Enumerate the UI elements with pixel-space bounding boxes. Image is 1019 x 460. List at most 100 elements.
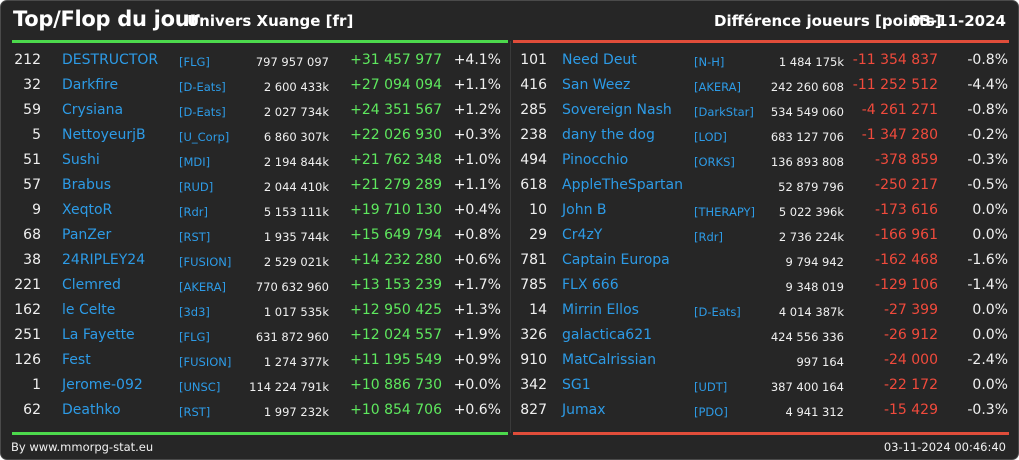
table-row: 1 Jerome-092 [UNSC] 114 224 791k +10 886 730… (1, 373, 509, 398)
player-name-link[interactable]: Crysiana (62, 102, 124, 118)
player-rank: 32 (23, 77, 41, 93)
alliance-tag-link[interactable]: [N-H] (694, 55, 725, 69)
player-name-link[interactable]: dany the dog (562, 127, 655, 143)
player-name-link[interactable]: Deathko (62, 402, 121, 418)
player-name-link[interactable]: DESTRUCTOR (62, 52, 159, 68)
points-difference: -27 399 (883, 302, 938, 318)
player-name-link[interactable]: Jerome-092 (62, 377, 143, 393)
player-rank: 785 (520, 277, 547, 293)
alliance-tag-link[interactable]: [RST] (179, 230, 211, 244)
alliance-tag-link[interactable]: [D-Eats] (179, 80, 226, 94)
player-name-link[interactable]: Mirrin Ellos (562, 302, 639, 318)
alliance-tag-link[interactable]: [LOD] (694, 130, 727, 144)
player-name-link[interactable]: San Weez (562, 77, 631, 93)
player-points: 4 941 312 (785, 405, 844, 419)
player-name-link[interactable]: Fest (62, 352, 91, 368)
player-rank: 618 (520, 177, 547, 193)
player-name-link[interactable]: galactica621 (562, 327, 653, 343)
player-name-link[interactable]: Sovereign Nash (562, 102, 672, 118)
player-name-link[interactable]: SG1 (562, 377, 591, 393)
alliance-tag-link[interactable]: [RST] (179, 405, 211, 419)
alliance-tag-link[interactable]: [D-Eats] (694, 305, 741, 319)
flop-footer-bar (513, 432, 1009, 435)
player-rank: 827 (520, 402, 547, 418)
player-name-link[interactable]: Pinocchio (562, 152, 629, 168)
player-rank: 494 (520, 152, 547, 168)
alliance-tag-link[interactable]: [U_Corp] (179, 130, 230, 144)
player-name-link[interactable]: Clemred (62, 277, 121, 293)
alliance-tag-link[interactable]: [UDT] (694, 380, 728, 394)
player-name-link[interactable]: PanZer (62, 227, 112, 243)
points-difference: -162 468 (875, 252, 938, 268)
player-points: 770 632 960 (255, 280, 329, 294)
alliance-tag-link[interactable]: [AKERA] (694, 80, 742, 94)
player-name-link[interactable]: Jumax (562, 402, 606, 418)
player-name-link[interactable]: Brabus (62, 177, 111, 193)
player-name-link[interactable]: Need Deut (562, 52, 637, 68)
table-row: 10 John B [THERAPY] 5 022 396k -173 616 0.0% (512, 198, 1017, 223)
percent-change: 0.0% (972, 302, 1008, 318)
player-name-link[interactable]: Cr4zY (562, 227, 603, 243)
alliance-tag-link[interactable]: [ORKS] (694, 155, 735, 169)
alliance-tag-link[interactable]: [FUSION] (179, 255, 232, 269)
alliance-tag-link[interactable]: [Rdr] (179, 205, 208, 219)
player-name-link[interactable]: Captain Europa (562, 252, 670, 268)
table-row: 285 Sovereign Nash [DarkStar] 534 549 060 -4… (512, 98, 1017, 123)
percent-change: -1.6% (967, 252, 1008, 268)
top-accent-bar (12, 40, 508, 43)
table-row: 238 dany the dog [LOD] 683 127 706 -1 347 28… (512, 123, 1017, 148)
points-difference: -24 000 (883, 352, 938, 368)
player-rank: 5 (32, 127, 41, 143)
source-credit: By www.mmorpg-stat.eu (11, 440, 154, 454)
alliance-tag-link[interactable]: [FLG] (179, 330, 210, 344)
player-name-link[interactable]: XeqtoR (62, 202, 113, 218)
points-difference: -11 252 512 (852, 77, 938, 93)
player-rank: 1 (32, 377, 41, 393)
player-rank: 59 (23, 102, 41, 118)
percent-change: +0.4% (453, 202, 501, 218)
alliance-tag-link[interactable]: [FUSION] (179, 355, 232, 369)
percent-change: +0.6% (453, 252, 501, 268)
player-points: 424 556 336 (770, 330, 844, 344)
player-name-link[interactable]: AppleTheSpartan (562, 177, 683, 193)
player-points: 2 529 021k (263, 255, 329, 269)
points-difference: -173 616 (875, 202, 938, 218)
alliance-tag-link[interactable]: [3d3] (179, 305, 210, 319)
player-name-link[interactable]: La Fayette (62, 327, 135, 343)
alliance-tag-link[interactable]: [DarkStar] (694, 105, 754, 119)
alliance-tag-link[interactable]: [PDO] (694, 405, 728, 419)
player-name-link[interactable]: 24RIPLEY24 (62, 252, 146, 268)
table-row: 494 Pinocchio [ORKS] 136 893 808 -378 859 -0.… (512, 148, 1017, 173)
table-row: 62 Deathko [RST] 1 997 232k +10 854 706 +0.6% (1, 398, 509, 423)
table-row: 618 AppleTheSpartan 52 879 796 -250 217 -0.5… (512, 173, 1017, 198)
alliance-tag-link[interactable]: [D-Eats] (179, 105, 226, 119)
player-name-link[interactable]: Darkfire (62, 77, 119, 93)
player-name-link[interactable]: le Celte (62, 302, 116, 318)
percent-change: 0.0% (972, 327, 1008, 343)
player-name-link[interactable]: FLX 666 (562, 277, 619, 293)
percent-change: -0.3% (967, 152, 1008, 168)
alliance-tag-link[interactable]: [AKERA] (179, 280, 227, 294)
alliance-tag-link[interactable]: [THERAPY] (694, 205, 756, 219)
player-points: 6 860 307k (263, 130, 329, 144)
alliance-tag-link[interactable]: [FLG] (179, 55, 210, 69)
alliance-tag-link[interactable]: [UNSC] (179, 380, 221, 394)
player-points: 534 549 060 (770, 105, 844, 119)
alliance-tag-link[interactable]: [MDI] (179, 155, 211, 169)
points-difference: -378 859 (875, 152, 938, 168)
player-rank: 162 (14, 302, 41, 318)
player-name-link[interactable]: John B (562, 202, 607, 218)
player-points: 631 872 960 (255, 330, 329, 344)
player-points: 52 879 796 (778, 180, 844, 194)
player-points: 2 027 734k (263, 105, 329, 119)
player-rank: 126 (14, 352, 41, 368)
player-points: 683 127 706 (770, 130, 844, 144)
percent-change: +1.2% (453, 102, 501, 118)
player-name-link[interactable]: Sushi (62, 152, 100, 168)
alliance-tag-link[interactable]: [Rdr] (694, 230, 723, 244)
player-name-link[interactable]: NettoyeurjB (62, 127, 146, 143)
points-difference: +21 279 289 (350, 177, 442, 193)
alliance-tag-link[interactable]: [RUD] (179, 180, 214, 194)
player-name-link[interactable]: MatCalrissian (562, 352, 656, 368)
table-row: 416 San Weez [AKERA] 242 260 608 -11 252 512… (512, 73, 1017, 98)
